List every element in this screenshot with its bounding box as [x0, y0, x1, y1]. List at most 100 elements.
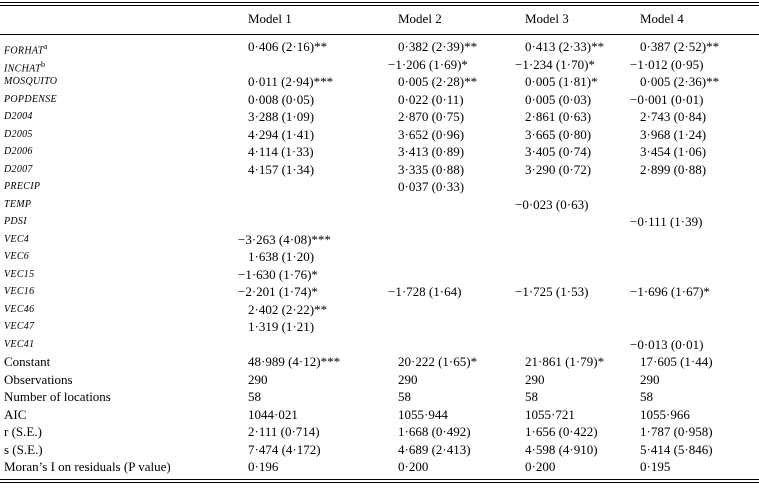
table-cell: 1·656 (0·422): [525, 424, 598, 439]
row-label: AIC: [4, 407, 26, 423]
row-label-text: PDSI: [4, 216, 27, 227]
row-label-text: Number of locations: [4, 389, 111, 404]
table-cell: 0·005 (1·81)*: [525, 74, 598, 89]
table-cell: 0·005 (2·28)**: [398, 74, 478, 89]
table-cell: 0·005 (0·03): [525, 91, 592, 107]
table-cell: 290: [640, 371, 660, 387]
row-label: r (S.E.): [4, 424, 42, 440]
table-cell: 58: [525, 389, 538, 404]
table-cell: 290: [248, 371, 268, 387]
row-label: D2007: [4, 162, 33, 178]
row-label-text: D2007: [4, 163, 33, 175]
row-label: PRECIP: [4, 179, 40, 195]
row-label: TEMP: [4, 197, 31, 213]
row-label-text: r (S.E.): [4, 424, 42, 439]
row-label-text: INCHAT: [4, 62, 41, 74]
row-label: VEC6: [4, 249, 29, 265]
table-cell: 0·200: [525, 459, 556, 474]
row-label: Moran’s I on residuals (P value): [4, 459, 171, 475]
row-label: Number of locations: [4, 389, 111, 405]
bottom-rule: [0, 482, 759, 483]
table-cell: 1055·966: [640, 406, 690, 422]
table-cell: 1055·944: [398, 406, 448, 422]
table-cell: 1·319 (1·21): [248, 319, 315, 334]
table-cell: 4·294 (1·41): [248, 126, 315, 142]
row-label-text: FORHAT: [4, 45, 44, 57]
table-cell: 1044·021: [248, 406, 298, 422]
table-cell: 2·861 (0·63): [525, 109, 592, 124]
table-cell: 1·638 (1·20): [248, 249, 315, 264]
row-label-text: VEC6: [4, 251, 30, 262]
table-cell: 0·022 (0·11): [398, 91, 464, 107]
row-label-text: Observations: [4, 371, 73, 387]
table-cell: 20·222 (1·65)*: [398, 354, 478, 369]
table-cell: 0·195: [640, 459, 671, 474]
row-label: D2004: [4, 109, 33, 125]
row-label: MOSQUITO: [4, 74, 57, 90]
row-label: VEC46: [4, 302, 34, 318]
table-cell: 3·413 (0·89): [398, 144, 465, 159]
table-cell: −0·023 (0·63): [515, 196, 589, 212]
row-label: VEC41: [4, 337, 34, 353]
row-label-text: AIC: [4, 406, 27, 422]
column-header: Model 4: [640, 11, 684, 26]
table-cell: 48·989 (4·12)***: [248, 354, 341, 369]
table-cell: 290: [525, 371, 545, 387]
table-cell: 2·743 (0·84): [640, 109, 707, 124]
row-label-text: Constant: [4, 354, 51, 369]
table-cell: 0·011 (2·94)***: [248, 74, 334, 89]
table-cell: 3·652 (0·96): [398, 126, 465, 142]
table-cell: −1·012 (0·95): [630, 56, 704, 72]
table-cell: 0·008 (0·05): [248, 91, 315, 107]
column-header: Model 1: [248, 11, 292, 26]
table-cell: 2·111 (0·714): [248, 424, 320, 439]
row-label-text: Moran’s I on residuals (P value): [4, 459, 171, 474]
table-cell: −0·001 (0·01): [630, 91, 704, 107]
table-cell: −1·696 (1·67)*: [630, 284, 710, 299]
row-label: PDSI: [4, 214, 27, 230]
footnote-mark: a: [43, 42, 48, 51]
table-cell: 58: [398, 389, 411, 404]
header-rule: [0, 34, 759, 35]
row-label: VEC47: [4, 319, 34, 335]
table-cell: 0·387 (2·52)**: [640, 39, 720, 54]
row-label-text: s (S.E.): [4, 441, 43, 457]
table-cell: 0·413 (2·33)**: [525, 39, 605, 54]
table-cell: −0·013 (0·01): [630, 336, 704, 352]
table-cell: 3·405 (0·74): [525, 144, 592, 159]
row-label: INCHATb: [4, 57, 45, 77]
row-label: VEC15: [4, 267, 34, 283]
table-cell: 0·005 (2·36)**: [640, 74, 720, 89]
table-cell: −1·630 (1·76)*: [238, 266, 318, 282]
top-rule: [0, 5, 759, 6]
row-label-text: D2006: [4, 146, 33, 157]
row-label: s (S.E.): [4, 442, 43, 458]
row-label-text: VEC15: [4, 268, 35, 280]
column-header: Model 2: [398, 11, 442, 26]
table-cell: 3·968 (1·24): [640, 126, 707, 142]
row-label-text: VEC46: [4, 303, 35, 315]
table-cell: 1055·721: [525, 406, 575, 422]
row-label: FORHATa: [4, 39, 48, 59]
table-cell: 21·861 (1·79)*: [525, 354, 605, 369]
row-label-text: VEC41: [4, 338, 35, 350]
row-label: D2006: [4, 144, 33, 160]
table-cell: 3·288 (1·09): [248, 109, 315, 124]
table-cell: 3·665 (0·80): [525, 126, 592, 142]
table-cell: 1·787 (0·958): [640, 424, 713, 439]
table-cell: 1·668 (0·492): [398, 424, 471, 439]
footnote-mark: b: [41, 59, 46, 69]
table-cell: 4·157 (1·34): [248, 161, 315, 177]
table-cell: 2·402 (2·22)**: [248, 301, 328, 317]
table-cell: −1·725 (1·53): [515, 284, 589, 299]
table-cell: 3·454 (1·06): [640, 144, 707, 159]
table-cell: −2·201 (1·74)*: [238, 284, 318, 299]
column-header: Model 3: [525, 11, 569, 26]
table-cell: 2·870 (0·75): [398, 109, 465, 124]
row-label-text: VEC4: [4, 233, 30, 245]
table-cell: 290: [398, 371, 418, 387]
table-cell: 0·196: [248, 459, 279, 474]
table-cell: 4·689 (2·413): [398, 441, 471, 457]
table-cell: −1·728 (1·64): [388, 284, 462, 299]
table-cell: 0·200: [398, 459, 429, 474]
